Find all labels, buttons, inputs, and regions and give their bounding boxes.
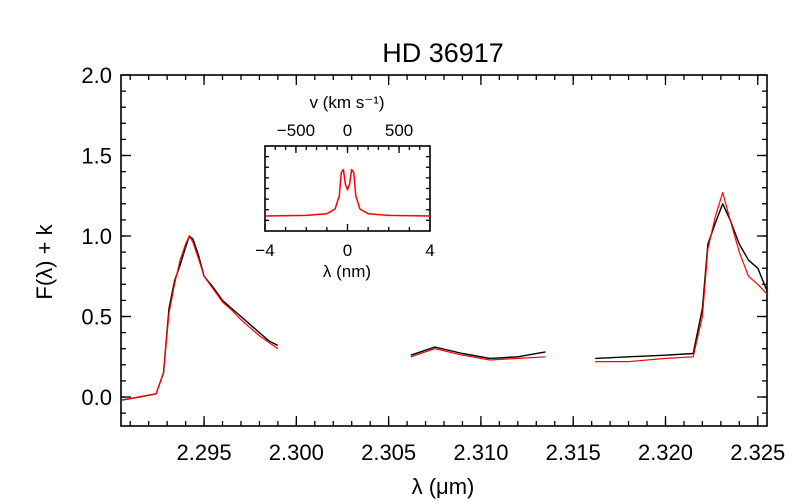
x-tick-label: 2.325 bbox=[730, 440, 785, 465]
inset-top-tick-label: 0 bbox=[343, 121, 352, 140]
inset-series bbox=[264, 168, 431, 217]
x-tick-label: 2.300 bbox=[269, 440, 324, 465]
y-axis-label: F(λ) + k bbox=[32, 223, 57, 299]
model-spectrum-segment bbox=[120, 235, 279, 401]
inset-top-tick-label: 500 bbox=[385, 121, 413, 140]
model-spectrum-segment bbox=[410, 348, 546, 361]
x-tick-label: 2.305 bbox=[361, 440, 416, 465]
x-tick-label: 2.310 bbox=[453, 440, 508, 465]
x-tick-label: 2.315 bbox=[546, 440, 601, 465]
series-lines bbox=[120, 191, 768, 401]
y-tick-label: 1.0 bbox=[81, 224, 112, 249]
inset-x-label: λ (nm) bbox=[323, 262, 371, 281]
inset-x-tick-label: 0 bbox=[343, 241, 352, 260]
model-spectrum-segment bbox=[595, 191, 768, 363]
inset-plot: −4 0 4 −500 0 500 v (km s⁻¹) λ (nm) bbox=[255, 93, 434, 281]
axis-ticks: 2.295 2.300 2.305 2.310 2.315 2.320 2.325 0.0 0.… bbox=[81, 63, 785, 465]
y-tick-label: 0.0 bbox=[81, 385, 112, 410]
x-tick-label: 2.295 bbox=[177, 440, 232, 465]
inset-line-profile bbox=[264, 168, 431, 217]
y-tick-label: 2.0 bbox=[81, 63, 112, 88]
inset-x-tick-label: −4 bbox=[255, 241, 274, 260]
x-axis-label: λ (μm) bbox=[412, 474, 475, 499]
inset-top-label: v (km s⁻¹) bbox=[309, 93, 384, 112]
inset-ticks: −4 0 4 −500 0 500 bbox=[255, 121, 434, 260]
x-tick-label: 2.320 bbox=[638, 440, 693, 465]
inset-x-tick-label: 4 bbox=[425, 241, 434, 260]
y-tick-label: 0.5 bbox=[81, 305, 112, 330]
plot-frame bbox=[120, 74, 768, 427]
inset-top-tick-label: −500 bbox=[277, 121, 315, 140]
chart-title: HD 36917 bbox=[382, 38, 504, 68]
y-tick-label: 1.5 bbox=[81, 144, 112, 169]
observed-spectrum-segment bbox=[410, 346, 546, 360]
main-plot: 2.295 2.300 2.305 2.310 2.315 2.320 2.325 0.0 0.… bbox=[81, 63, 785, 465]
observed-spectrum-segment bbox=[595, 203, 768, 360]
